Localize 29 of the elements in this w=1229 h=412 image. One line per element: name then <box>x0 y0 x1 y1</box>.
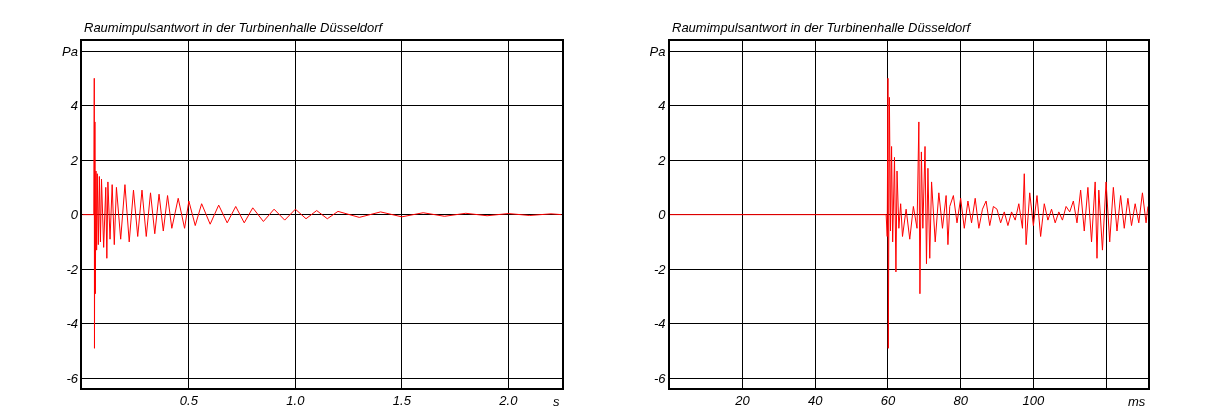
x-tick-label: 60 <box>880 393 896 409</box>
y-tick-label: Pa <box>62 43 78 59</box>
line-series <box>669 77 1148 349</box>
x-tick-label: 80 <box>953 393 969 409</box>
y-tick-label: 4 <box>658 98 666 114</box>
x-tick-label: 100 <box>1022 393 1045 409</box>
chart-title: Raumimpulsantwort in der Turbinenhalle Düsseldorf <box>672 20 972 35</box>
y-tick-label: -2 <box>66 261 79 277</box>
chart-title: Raumimpulsantwort in der Turbinenhalle Düsseldorf <box>84 20 384 35</box>
y-tick-label: -6 <box>66 370 79 386</box>
y-tick-label: -2 <box>653 261 667 277</box>
y-tick-label: -4 <box>653 316 666 332</box>
x-tick-label: 40 <box>807 393 824 409</box>
x-tick-label: 0.5 <box>179 393 199 409</box>
y-tick-label: 4 <box>70 98 78 114</box>
y-tick-label: 2 <box>69 152 79 168</box>
x-tick-label: 1.0 <box>286 393 306 409</box>
y-tick-label: -6 <box>653 370 667 386</box>
y-tick-label: 0 <box>658 207 667 223</box>
y-tick-label: 2 <box>657 152 667 168</box>
x-axis-title: s <box>553 394 560 409</box>
y-tick-label: Pa <box>649 43 666 59</box>
line-series <box>82 77 562 349</box>
x-tick-label: 1.5 <box>392 393 412 409</box>
x-tick-label: 2.0 <box>498 393 519 409</box>
y-tick-label: -4 <box>66 316 78 332</box>
x-axis-title: ms <box>1128 394 1146 409</box>
y-tick-label: 0 <box>70 207 79 223</box>
x-tick-label: 20 <box>734 393 751 409</box>
